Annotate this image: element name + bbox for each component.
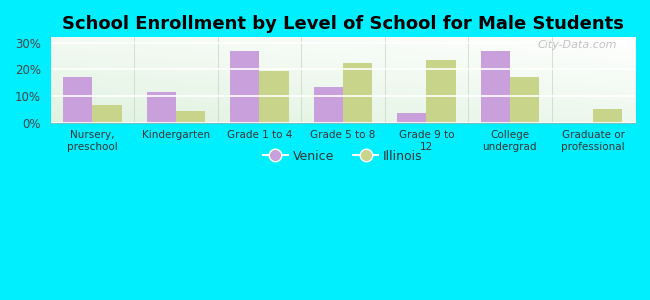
Bar [314, 87, 343, 123]
Bar [343, 63, 372, 123]
Text: City-Data.com: City-Data.com [538, 40, 617, 50]
Bar [480, 51, 510, 123]
Bar [259, 71, 289, 123]
Bar [593, 109, 623, 123]
Bar [397, 113, 426, 123]
Bar [63, 77, 92, 123]
Bar [230, 51, 259, 123]
Title: School Enrollment by Level of School for Male Students: School Enrollment by Level of School for… [62, 15, 624, 33]
Bar [92, 105, 122, 123]
Bar [426, 60, 456, 123]
Bar [510, 77, 539, 123]
Bar [147, 92, 176, 123]
Bar [176, 111, 205, 123]
Legend: Venice, Illinois: Venice, Illinois [258, 145, 428, 168]
